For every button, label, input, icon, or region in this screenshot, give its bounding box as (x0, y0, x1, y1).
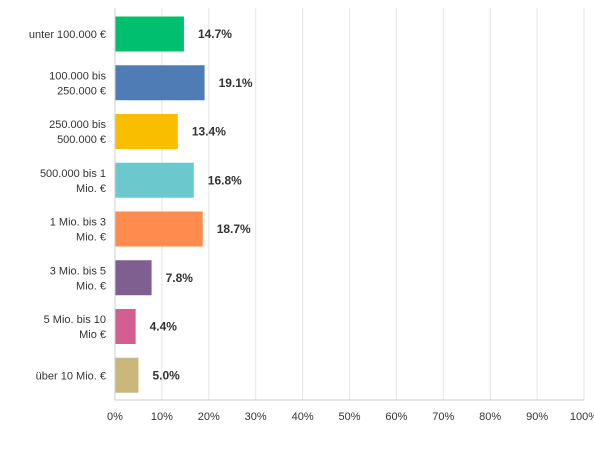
bar[interactable] (115, 260, 152, 296)
x-tick-label: 60% (385, 411, 407, 423)
category-label-line: 500.000 bis 1 (40, 168, 106, 180)
category-label: 250.000 bis 500.000 € (49, 119, 106, 146)
category-label-line: 100.000 bis (49, 70, 106, 82)
category-label: 5 Mio. bis 10 Mio € (44, 314, 106, 341)
tick-label-layer: 0% 10% 20% 30% 40% 50% 60% 70% 80% 90% 100% (107, 411, 594, 423)
category-label: unter 100.000 € (29, 29, 106, 41)
data-label: 19.1% (219, 76, 253, 90)
category-label-line: 3 Mio. bis 5 (50, 265, 106, 277)
x-tick-label: 10% (151, 411, 173, 423)
category-label-line: Mio. € (76, 183, 106, 195)
category-label: 500.000 bis 1 Mio. € (40, 168, 106, 195)
bar[interactable] (115, 211, 203, 247)
category-label: 1 Mio. bis 3 Mio. € (50, 217, 106, 244)
bar[interactable] (115, 114, 178, 149)
category-label-line: über 10 Mio. € (36, 370, 106, 382)
bar[interactable] (115, 309, 136, 344)
category-label-line: unter 100.000 € (29, 29, 106, 41)
category-label: 3 Mio. bis 5 Mio. € (50, 265, 106, 292)
data-label: 7.8% (166, 271, 194, 285)
category-label-line: 250.000 bis (49, 119, 106, 131)
data-label: 13.4% (192, 125, 226, 139)
category-label-line: 1 Mio. bis 3 (50, 217, 106, 229)
bar-layer (115, 16, 205, 393)
data-label: 16.8% (208, 173, 242, 187)
x-tick-label: 0% (107, 411, 123, 423)
category-label: über 10 Mio. € (36, 370, 106, 382)
data-label: 5.0% (152, 368, 180, 382)
x-tick-label: 40% (292, 411, 314, 423)
category-label-line: 500.000 € (57, 134, 106, 146)
x-tick-label: 100% (570, 411, 594, 423)
data-label-layer: 14.7% 19.1% 13.4% 16.8% 18.7% 7.8% 4.4% 5.0% (150, 27, 253, 382)
bar[interactable] (115, 16, 184, 52)
category-label-layer: unter 100.000 € 100.000 bis 250.000 € 250.0… (29, 29, 107, 382)
bar[interactable] (115, 65, 205, 101)
category-label-line: Mio. € (76, 280, 106, 292)
data-label: 4.4% (150, 320, 178, 334)
category-label-line: Mio. € (76, 232, 106, 244)
category-label-line: 250.000 € (57, 85, 106, 97)
bar[interactable] (115, 357, 139, 393)
data-label: 18.7% (217, 222, 251, 236)
bar[interactable] (115, 162, 194, 198)
category-label-line: 5 Mio. bis 10 (44, 314, 106, 326)
x-tick-label: 20% (198, 411, 220, 423)
x-tick-label: 90% (526, 411, 548, 423)
x-tick-label: 80% (479, 411, 501, 423)
x-tick-label: 70% (432, 411, 454, 423)
x-tick-label: 30% (245, 411, 267, 423)
x-tick-label: 50% (338, 411, 360, 423)
category-label-line: Mio € (79, 329, 106, 341)
category-label: 100.000 bis 250.000 € (49, 70, 106, 97)
data-label: 14.7% (198, 27, 232, 41)
